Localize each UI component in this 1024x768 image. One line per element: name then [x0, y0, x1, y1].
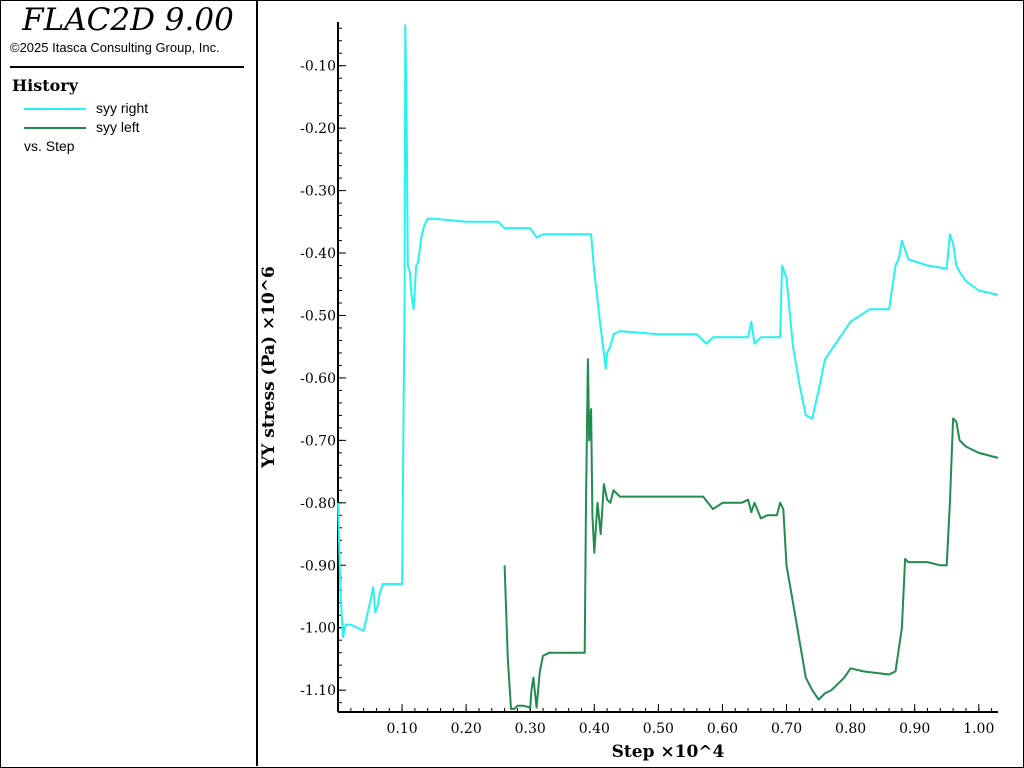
x-tick-label: 1.00	[963, 721, 994, 737]
app-title: FLAC2D 9.00	[22, 2, 234, 38]
legend-swatch-syy-right	[24, 108, 86, 110]
x-tick-label: 0.90	[899, 721, 930, 737]
x-tick-label: 0.80	[835, 721, 866, 737]
y-tick-label: -0.50	[300, 308, 336, 324]
y-tick-label: -0.80	[300, 496, 336, 512]
legend-heading: History	[12, 76, 78, 95]
x-tick-label: 0.20	[451, 721, 482, 737]
y-tick-label: -0.40	[300, 246, 336, 262]
y-tick-label: -0.20	[300, 121, 336, 137]
y-tick-label: -0.30	[300, 184, 336, 200]
y-axis-label: YY stress (Pa) ×10^6	[259, 266, 279, 469]
legend-label-syy-right: syy right	[96, 100, 149, 116]
legend-swatch-syy-left	[24, 127, 86, 129]
series-line-syy-right	[337, 24, 999, 639]
y-tick-label: -0.60	[300, 371, 336, 387]
y-tick-label: -1.00	[300, 621, 336, 637]
y-tick-label: -1.10	[300, 683, 336, 699]
x-tick-label: 0.60	[707, 721, 738, 737]
legend-label-syy-left: syy left	[96, 119, 140, 135]
chart-series	[337, 24, 999, 710]
legend-vs-label: vs. Step	[24, 138, 75, 154]
x-tick-label: 0.50	[643, 721, 674, 737]
legend-divider	[10, 66, 244, 68]
y-tick-label: -0.70	[300, 433, 336, 449]
copyright-text: ©2025 Itasca Consulting Group, Inc.	[10, 40, 220, 55]
x-axis-label: Step ×10^4	[612, 742, 725, 762]
y-tick-label: -0.90	[300, 558, 336, 574]
legend-panel: FLAC2D 9.00 ©2025 Itasca Consulting Grou…	[0, 0, 258, 766]
y-tick-label: -0.10	[300, 59, 336, 75]
chart-axes: -0.10 -0.20 -0.30 -0.40 -0.50 -0.60 -0.70 -0.80…	[300, 22, 998, 737]
x-tick-label: 0.10	[386, 721, 417, 737]
x-tick-label: 0.40	[579, 721, 610, 737]
x-tick-label: 0.70	[771, 721, 802, 737]
series-line-syy-left	[503, 358, 999, 710]
x-tick-label: 0.30	[515, 721, 546, 737]
